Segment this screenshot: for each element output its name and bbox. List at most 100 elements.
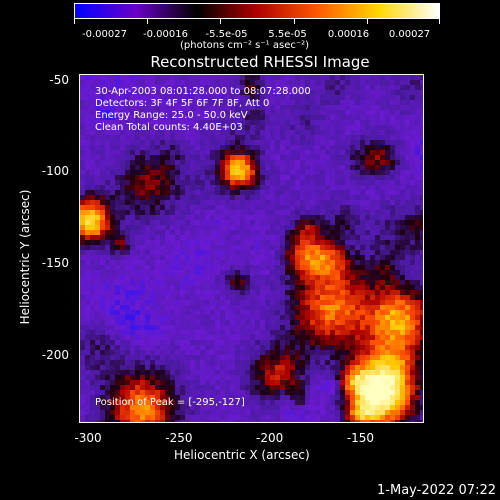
- heatmap-cell: [150, 190, 155, 195]
- heatmap-cell: [185, 95, 190, 100]
- heatmap-cell: [300, 315, 305, 320]
- heatmap-cell: [190, 240, 195, 245]
- heatmap-cell: [375, 240, 380, 245]
- heatmap-cell: [310, 345, 315, 350]
- heatmap-cell: [390, 410, 395, 415]
- heatmap-cell: [355, 330, 360, 335]
- heatmap-cell: [345, 180, 350, 185]
- heatmap-cell: [360, 115, 365, 120]
- heatmap-cell: [300, 230, 305, 235]
- heatmap-cell: [225, 190, 230, 195]
- heatmap-cell: [305, 220, 310, 225]
- heatmap-cell: [380, 150, 385, 155]
- heatmap-cell: [410, 180, 415, 185]
- heatmap-cell: [305, 315, 310, 320]
- heatmap-cell: [105, 265, 110, 270]
- heatmap-cell: [230, 250, 235, 255]
- heatmap-cell: [310, 95, 315, 100]
- heatmap-cell: [105, 255, 110, 260]
- heatmap-cell: [85, 95, 90, 100]
- heatmap-cell: [125, 300, 130, 305]
- heatmap-cell: [340, 285, 345, 290]
- heatmap-cell: [160, 280, 165, 285]
- heatmap-cell: [255, 140, 260, 145]
- heatmap-cell: [275, 275, 280, 280]
- heatmap-cell: [225, 135, 230, 140]
- y-tick-label: -100: [41, 164, 69, 179]
- heatmap-cell: [115, 415, 120, 420]
- heatmap-cell: [235, 195, 240, 200]
- heatmap-cell: [285, 220, 290, 225]
- heatmap-cell: [125, 175, 130, 180]
- heatmap-cell: [360, 175, 365, 180]
- heatmap-cell: [240, 150, 245, 155]
- heatmap-cell: [90, 360, 95, 365]
- heatmap-cell: [90, 120, 95, 125]
- heatmap-cell: [160, 400, 165, 405]
- heatmap-cell: [290, 405, 295, 410]
- heatmap-cell: [335, 275, 340, 280]
- heatmap-cell: [140, 155, 145, 160]
- heatmap-cell: [385, 340, 390, 345]
- heatmap-cell: [170, 365, 175, 370]
- heatmap-cell: [145, 275, 150, 280]
- heatmap-cell: [375, 355, 380, 360]
- heatmap-cell: [175, 130, 180, 135]
- heatmap-cell: [370, 230, 375, 235]
- heatmap-cell: [225, 210, 230, 215]
- heatmap-cell: [390, 320, 395, 325]
- heatmap-cell: [355, 180, 360, 185]
- heatmap-cell: [220, 250, 225, 255]
- heatmap-cell: [125, 305, 130, 310]
- heatmap-cell: [255, 110, 260, 115]
- heatmap-cell: [390, 75, 395, 80]
- heatmap-cell: [250, 250, 255, 255]
- heatmap-cell: [325, 195, 330, 200]
- heatmap-cell: [280, 395, 285, 400]
- heatmap-cell: [270, 95, 275, 100]
- heatmap-cell: [340, 295, 345, 300]
- heatmap-cell: [140, 220, 145, 225]
- heatmap-cell: [245, 200, 250, 205]
- heatmap-cell: [370, 250, 375, 255]
- heatmap-cell: [415, 410, 420, 415]
- heatmap-cell: [295, 195, 300, 200]
- heatmap-cell: [150, 75, 155, 80]
- heatmap-cell: [275, 140, 280, 145]
- heatmap-cell: [195, 175, 200, 180]
- heatmap-cell: [405, 190, 410, 195]
- heatmap-cell: [165, 170, 170, 175]
- heatmap-cell: [310, 130, 315, 135]
- heatmap-cell: [90, 80, 95, 85]
- heatmap-cell: [320, 240, 325, 245]
- heatmap-cell: [110, 320, 115, 325]
- heatmap-cell: [180, 405, 185, 410]
- heatmap-cell: [260, 300, 265, 305]
- heatmap-cell: [410, 225, 415, 230]
- heatmap-cell: [380, 100, 385, 105]
- heatmap-cell: [110, 165, 115, 170]
- heatmap-cell: [240, 80, 245, 85]
- heatmap-cell: [180, 260, 185, 265]
- heatmap-cell: [135, 130, 140, 135]
- heatmap-cell: [95, 230, 100, 235]
- heatmap-cell: [85, 360, 90, 365]
- heatmap-cell: [235, 395, 240, 400]
- heatmap-cell: [410, 250, 415, 255]
- heatmap-cell: [250, 140, 255, 145]
- heatmap-cell: [120, 405, 125, 410]
- heatmap-cell: [395, 260, 400, 265]
- heatmap-cell: [390, 230, 395, 235]
- heatmap-cell: [315, 110, 320, 115]
- heatmap-cell: [95, 150, 100, 155]
- heatmap-cell: [180, 145, 185, 150]
- heatmap-cell: [210, 130, 215, 135]
- heatmap-cell: [120, 255, 125, 260]
- heatmap-cell: [345, 365, 350, 370]
- heatmap-cell: [245, 325, 250, 330]
- heatmap-cell: [370, 275, 375, 280]
- heatmap-cell: [380, 190, 385, 195]
- heatmap-cell: [155, 200, 160, 205]
- heatmap-cell: [230, 120, 235, 125]
- heatmap-cell: [315, 375, 320, 380]
